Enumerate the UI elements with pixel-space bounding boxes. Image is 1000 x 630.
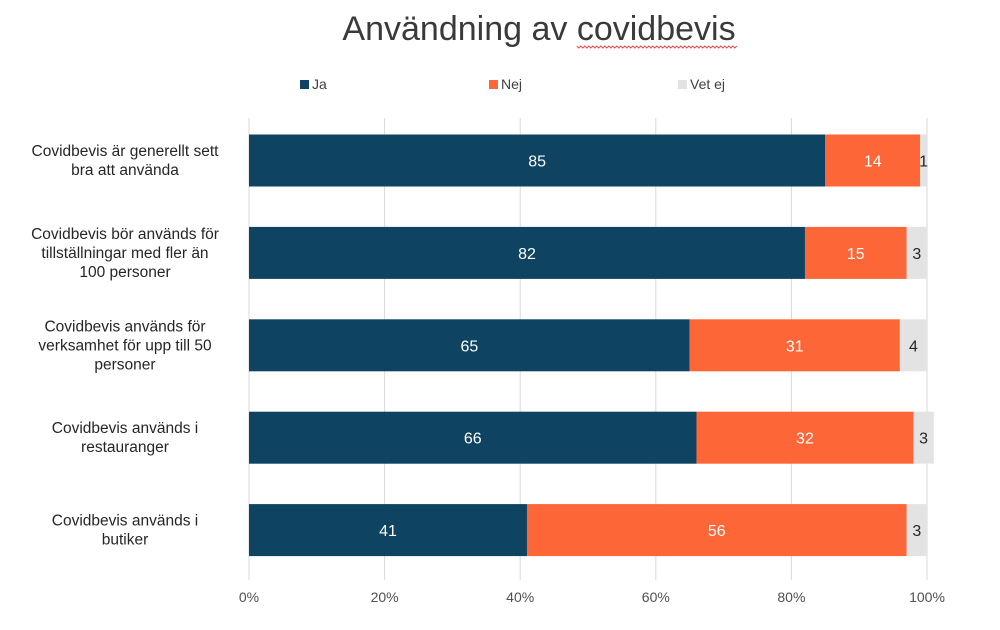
- chart-title: Användning av covidbevis: [342, 10, 735, 48]
- bar-segment: [899, 319, 927, 372]
- x-tick-label: 20%: [371, 589, 399, 605]
- data-label: 14: [864, 154, 882, 171]
- data-label: 66: [464, 431, 482, 448]
- data-label: 3: [912, 523, 921, 540]
- data-label: 65: [460, 338, 478, 355]
- legend-label: Nej: [501, 76, 522, 92]
- data-label: 3: [912, 246, 921, 263]
- category-label: Covidbevis bör används för tillställninga…: [31, 226, 219, 281]
- data-label: 3: [919, 431, 928, 448]
- bar-segment: [906, 226, 927, 279]
- category-label: Covidbevis används i butiker: [52, 513, 198, 549]
- category-label: Covidbevis är generellt sett bra att anvä…: [32, 143, 220, 179]
- bar-segment: [249, 504, 527, 557]
- data-label: 15: [847, 246, 865, 263]
- x-tick-label: 80%: [777, 589, 805, 605]
- legend-label: Ja: [312, 76, 327, 92]
- x-tick-label: 40%: [506, 589, 534, 605]
- bar-segment: [696, 411, 914, 464]
- legend: Ja Nej Vet ej: [300, 76, 725, 92]
- category-label: Covidbevis används för verksamhet för upp…: [38, 318, 212, 373]
- bar-segment: [249, 319, 690, 372]
- legend-swatch: [678, 80, 687, 89]
- bar-segment: [249, 226, 805, 279]
- bar-segment: [825, 134, 921, 187]
- data-label: 31: [786, 338, 804, 355]
- category-label: Covidbevis används i restauranger: [52, 420, 198, 456]
- data-label: 4: [909, 338, 918, 355]
- data-label: 85: [528, 154, 546, 171]
- bar-segment: [920, 134, 927, 187]
- spellcheck-underline: [576, 45, 738, 49]
- x-tick-label: 0%: [239, 589, 259, 605]
- legend-label: Vet ej: [690, 76, 725, 92]
- bar-segment: [249, 411, 697, 464]
- bar-segment: [689, 319, 900, 372]
- bars: 85 14 1 82 15 3 65 31 4 66 32 3 41 56 3: [249, 134, 934, 557]
- bar-segment: [913, 411, 934, 464]
- category-labels: Covidbevis är generellt sett bra att anvä…: [31, 143, 219, 549]
- x-axis-ticks: 0% 20% 40% 60% 80% 100%: [239, 589, 945, 605]
- x-tick-label: 100%: [909, 589, 945, 605]
- bar-segment: [526, 504, 907, 557]
- data-label: 41: [379, 523, 397, 540]
- legend-swatch: [489, 80, 498, 89]
- data-label: 1: [919, 154, 928, 171]
- bar-segment: [906, 504, 927, 557]
- data-label: 82: [518, 246, 536, 263]
- x-tick-label: 60%: [642, 589, 670, 605]
- data-label: 32: [796, 431, 814, 448]
- bar-segment: [249, 134, 826, 187]
- legend-swatch: [300, 80, 309, 89]
- data-label: 56: [708, 523, 726, 540]
- bar-segment: [804, 226, 907, 279]
